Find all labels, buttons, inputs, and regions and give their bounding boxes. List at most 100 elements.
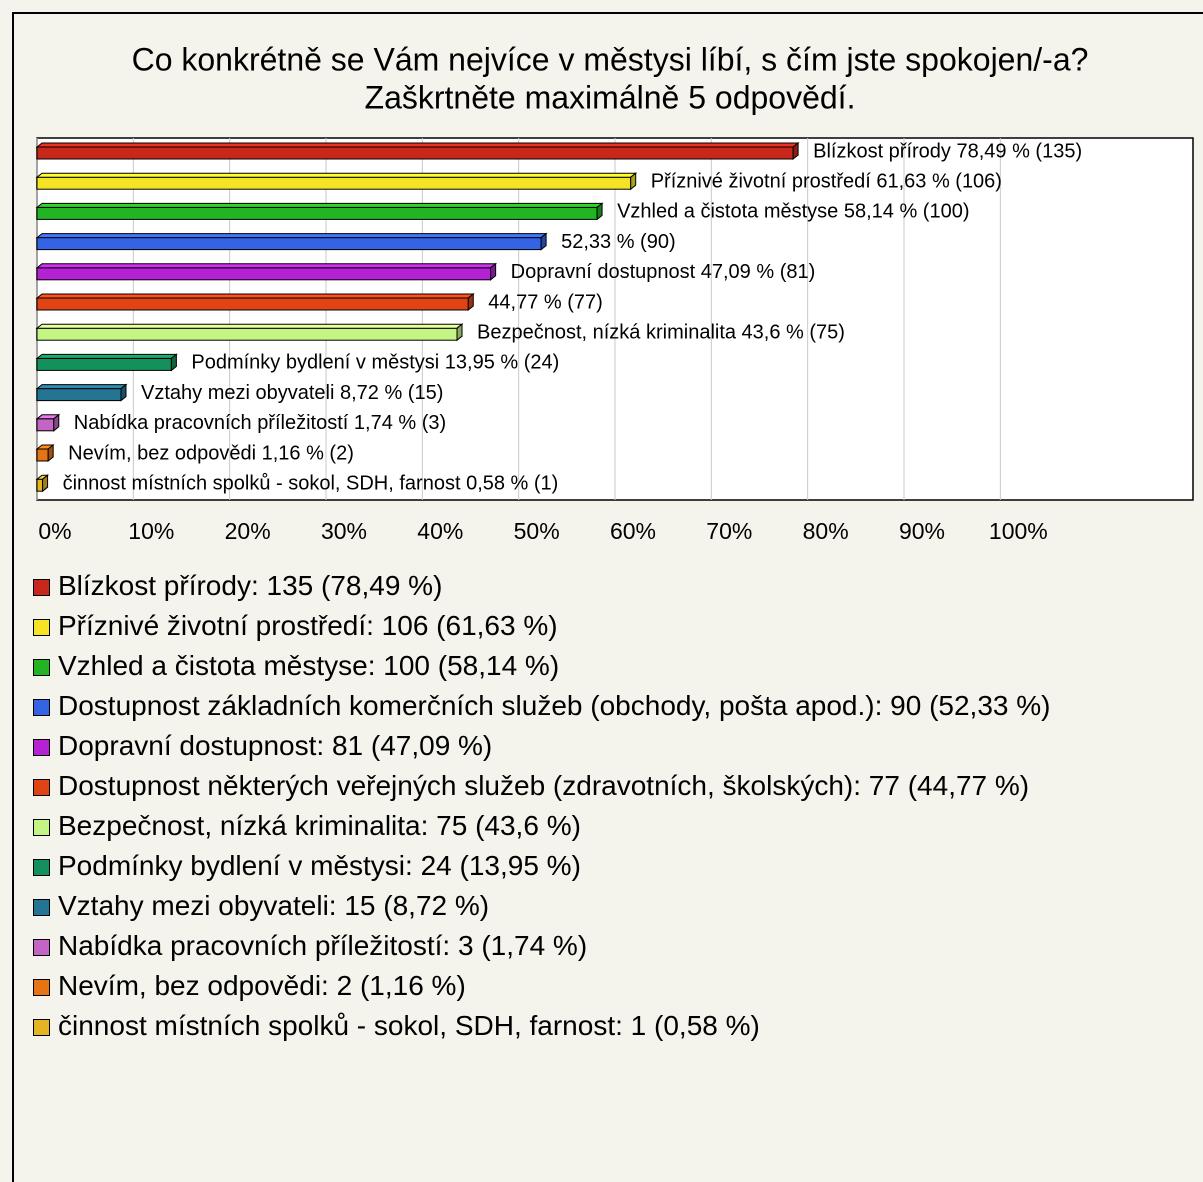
bar-side <box>42 474 49 493</box>
legend-label: Bezpečnost, nízká kriminalita: 75 (43,6 … <box>58 810 581 841</box>
legend-item: Nabídka pracovních příležitostí: 3 (1,74… <box>30 928 1140 964</box>
x-tick-label: 20% <box>225 518 271 544</box>
bar-group <box>35 353 178 372</box>
legend-swatch <box>33 699 50 716</box>
chart-title: Co konkrétně se Vám nejvíce v městysi lí… <box>132 41 1089 77</box>
legend-label: činnost místních spolků - sokol, SDH, fa… <box>58 1010 760 1041</box>
legend-swatch <box>33 779 50 796</box>
bar-side <box>120 383 127 402</box>
legend-item: Nevím, bez odpovědi: 2 (1,16 %) <box>30 968 1140 1004</box>
legend-label: Dostupnost některých veřejných služeb (z… <box>58 770 1030 801</box>
bar <box>36 176 632 190</box>
chart-title: Zaškrtněte maximálně 5 odpovědí. <box>365 79 856 115</box>
bar <box>36 297 469 311</box>
x-tick-label: 10% <box>128 518 174 544</box>
legend-swatch <box>33 939 50 956</box>
frame <box>12 12 1203 1182</box>
legend-swatch <box>33 579 50 596</box>
bar-group <box>35 262 498 281</box>
legend-label: Dostupnost základních komerčních služeb … <box>58 690 1051 721</box>
bar-label: Příznivé životní prostředí 61,63 % (106) <box>651 170 1002 192</box>
legend-swatch <box>33 659 50 676</box>
x-tick-label: 60% <box>610 518 656 544</box>
legend-swatch <box>33 899 50 916</box>
legend-label: Podmínky bydlení v městysi: 24 (13,95 %) <box>58 850 581 881</box>
bar-side <box>792 141 799 161</box>
legend-swatch <box>33 619 50 636</box>
bar <box>36 327 458 341</box>
legend-swatch <box>33 979 50 996</box>
legend-item: Dostupnost základních komerčních služeb … <box>30 688 1140 724</box>
legend-label: Nabídka pracovních příležitostí: 3 (1,74… <box>58 930 588 961</box>
bar-group <box>35 141 800 161</box>
bar-group <box>35 292 475 312</box>
bar-side <box>456 323 463 342</box>
bar-top <box>35 323 464 329</box>
bar-top <box>35 202 604 208</box>
bar-group <box>35 323 464 342</box>
bar-side <box>467 292 474 312</box>
legend-label: Vzhled a čistota městyse: 100 (58,14 %) <box>58 650 560 681</box>
x-tick-label: 70% <box>706 518 752 544</box>
grid <box>36 138 1001 500</box>
bar-label: 44,77 % (77) <box>488 291 603 313</box>
bar-group <box>35 474 50 493</box>
bar-top <box>35 142 800 148</box>
x-tick-label: 90% <box>899 518 945 544</box>
bar-group <box>35 443 55 463</box>
legend-item: Dostupnost některých veřejných služeb (z… <box>30 768 1140 804</box>
bar <box>36 146 794 160</box>
legend-item: Vzhled a čistota městyse: 100 (58,14 %) <box>30 648 1140 684</box>
legend-label: Příznivé životní prostředí: 106 (61,63 %… <box>58 610 558 641</box>
legend-label: Nevím, bez odpovědi: 2 (1,16 %) <box>58 970 466 1001</box>
bar <box>36 357 172 371</box>
bar-label: Dopravní dostupnost 47,09 % (81) <box>511 261 816 283</box>
bar-label: Podmínky bydlení v městysi 13,95 % (24) <box>191 352 559 374</box>
legend-swatch <box>33 1019 50 1036</box>
bar <box>36 448 49 462</box>
bar-label: Nabídka pracovních příležitostí 1,74 % (… <box>74 412 446 434</box>
bar-group <box>35 383 128 402</box>
x-tick-label: 50% <box>514 518 560 544</box>
legend-swatch <box>33 859 50 876</box>
legend-item: Dopravní dostupnost: 81 (47,09 %) <box>30 728 1140 764</box>
legend-label: Dopravní dostupnost: 81 (47,09 %) <box>58 730 493 761</box>
legend: Blízkost přírody: 135 (78,49 %) Příznivé … <box>30 568 1140 1048</box>
legend-item: Příznivé životní prostředí: 106 (61,63 %… <box>30 608 1140 644</box>
legend-item: činnost místních spolků - sokol, SDH, fa… <box>30 1008 1140 1044</box>
bar-side <box>630 172 637 191</box>
chart: Co konkrétně se Vám nejvíce v městysi lí… <box>35 41 1194 544</box>
bar-label: Vzhled a čistota městyse 58,14 % (100) <box>617 201 969 223</box>
legend-swatch <box>33 819 50 836</box>
bar-label: Nevím, bez odpovědi 1,16 % (2) <box>68 442 354 464</box>
legend-item: Bezpečnost, nízká kriminalita: 75 (43,6 … <box>30 808 1140 844</box>
legend-label: Vztahy mezi obyvateli: 15 (8,72 %) <box>58 890 490 921</box>
bar-group <box>35 232 548 251</box>
bar-label: Vztahy mezi obyvateli 8,72 % (15) <box>141 382 443 404</box>
bar-top <box>35 263 498 269</box>
x-tick-label: 30% <box>321 518 367 544</box>
bar <box>36 267 492 281</box>
bar-side <box>540 232 547 251</box>
bar <box>36 206 598 220</box>
bar-top <box>35 384 128 390</box>
bar <box>36 388 122 402</box>
bar-side <box>47 443 54 463</box>
bar-side <box>490 262 497 281</box>
bar-top <box>35 172 638 178</box>
bar-side <box>53 413 60 432</box>
legend-label: Blízkost přírody: 135 (78,49 %) <box>58 570 443 601</box>
legend-item: Blízkost přírody: 135 (78,49 %) <box>30 568 1140 604</box>
legend-swatch <box>33 739 50 756</box>
bar-group <box>35 413 61 432</box>
x-tick-label: 0% <box>38 518 71 544</box>
bar-label: Blízkost přírody 78,49 % (135) <box>813 140 1082 162</box>
bar-label: činnost místních spolků - sokol, SDH, fa… <box>63 472 559 494</box>
bar <box>36 478 44 492</box>
x-tick-label: 40% <box>417 518 463 544</box>
bar-top <box>35 293 475 299</box>
bar-label: 52,33 % (90) <box>561 231 676 253</box>
bar <box>36 237 542 251</box>
legend-item: Podmínky bydlení v městysi: 24 (13,95 %) <box>30 848 1140 884</box>
bar-group <box>35 202 604 221</box>
